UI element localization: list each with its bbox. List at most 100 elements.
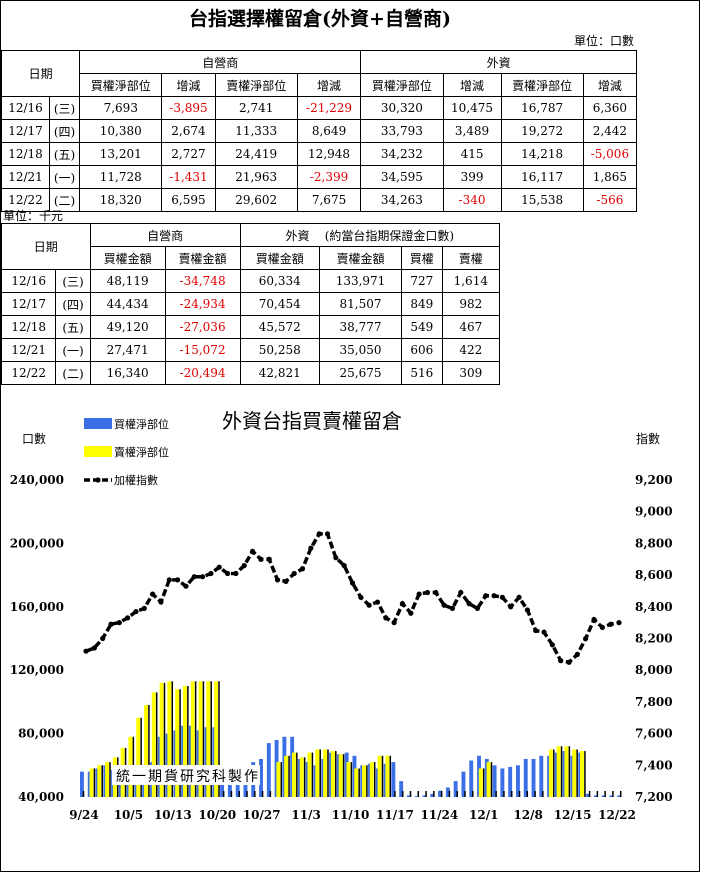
y2-tick-label: 7,600 [635,727,673,741]
call-bar [80,771,84,797]
value-cell: 982 [441,292,501,316]
index-point [433,589,439,596]
put-bar [323,749,328,797]
index-line [85,532,620,665]
y2-tick-label: 8,200 [635,632,673,646]
legend-label-call: 買權淨部位 [114,417,169,431]
index-point [274,577,281,583]
call-bar [414,796,419,797]
x-tick-label: 11/3 [291,808,320,822]
call-bar [259,758,263,797]
index-point [116,620,122,626]
x-tick-label: 10/13 [154,808,192,822]
x-tick-label: 10/20 [198,808,236,822]
call-bar [430,793,435,797]
weekday-cell: (一) [48,165,81,189]
table-row: 12/21 (一) 11,728 -1,431 21,963 -2,399 34,595 39… [1,165,638,189]
index-point [541,629,547,635]
table-row: 12/22 (二) 18,320 6,595 29,602 7,675 34,263 -340… [1,188,638,212]
value-cell: 30,320 [360,96,444,120]
call-bar [227,774,232,797]
y-tick-label: 200,000 [10,536,64,550]
index-point [374,599,381,605]
put-bar [89,768,94,797]
put-bar [284,755,289,797]
put-bar [354,768,359,797]
weekday-cell: (一) [55,338,91,362]
value-cell: -27,036 [164,315,241,339]
put-bar [315,749,320,797]
index-point [466,601,472,607]
value-cell: 12,948 [296,142,362,166]
index-point [449,605,456,611]
value-cell: -21,229 [296,96,362,120]
put-bar [105,762,110,797]
value-cell: 849 [401,292,443,316]
value-cell: 133,971 [318,269,403,293]
index-point [91,645,97,651]
index-point [583,635,589,642]
call-bar [508,766,513,797]
value-cell: 34,232 [360,142,444,166]
index-point [133,608,139,615]
value-cell: -20,494 [164,361,241,385]
call-bar [445,787,450,797]
call-bar [469,760,474,797]
table-row: 12/18 (五) 49,120 -27,036 45,572 38,777 549 467 [0,315,501,339]
value-cell: -3,895 [161,96,216,120]
x-tick-label: 12/22 [598,808,636,822]
index-point [383,615,389,621]
put-bar [144,705,148,797]
call-bar [531,758,536,797]
value-cell: 34,263 [360,188,444,212]
put-bar [377,755,382,797]
call-bar [407,795,411,797]
put-bar [136,717,141,797]
value-cell: 7,675 [296,188,362,212]
y-tick-label: 240,000 [10,473,64,487]
index-point [308,545,314,551]
value-cell: 19,272 [500,119,584,143]
value-cell: 2,727 [161,142,216,166]
put-bar [362,765,366,797]
value-cell: 48,119 [89,269,166,293]
value-cell: 14,218 [500,142,584,166]
index-point [349,580,356,586]
margin-equivalent-note: (約當台指期保證金口數) [324,228,455,243]
index-point [333,555,339,561]
value-cell: 309 [441,361,501,385]
index-point [524,607,530,613]
y-tick-label: 80,000 [18,727,64,741]
call-bar [601,795,606,797]
value-cell: 422 [441,338,501,362]
table-row: 12/22 (二) 16,340 -20,494 42,821 25,675 516 309 [0,361,501,385]
value-cell: 516 [401,361,443,385]
column-header: 買權淨部位 [79,73,163,97]
y2-tick-label: 8,600 [635,568,673,582]
y2-axis-label: 指數 [636,432,661,446]
put-bar [175,689,180,797]
index-point [100,635,106,642]
index-point [549,642,555,648]
y-tick-label: 160,000 [10,600,64,614]
column-header: 增減 [442,73,502,97]
put-bar [291,752,296,797]
call-bar [461,771,466,797]
weekday-cell: (四) [48,119,81,143]
y2-tick-label: 8,800 [635,536,673,550]
x-tick-label: 11/24 [420,808,458,822]
call-bar [609,795,614,797]
index-point [491,593,497,599]
value-cell: -15,072 [164,338,241,362]
call-bar [453,781,458,797]
x-tick-label: 12/8 [513,808,542,822]
index-point [533,627,539,634]
index-point [558,658,564,664]
call-bar [266,743,271,797]
legend-label-put: 賣權淨部位 [114,445,169,459]
put-bar [206,681,211,797]
watermark-bg [112,765,260,785]
y2-tick-label: 7,200 [635,790,673,804]
index-point [141,605,147,611]
